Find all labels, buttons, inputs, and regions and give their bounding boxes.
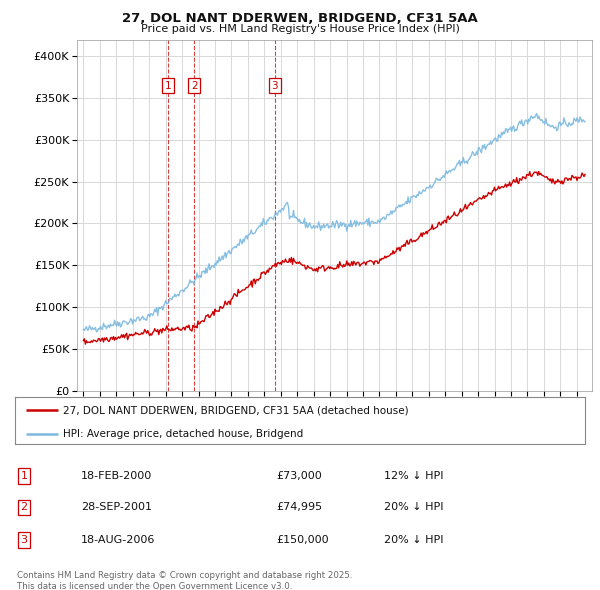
Text: £150,000: £150,000 — [276, 535, 329, 545]
Text: 18-AUG-2006: 18-AUG-2006 — [81, 535, 155, 545]
Text: 20% ↓ HPI: 20% ↓ HPI — [384, 503, 443, 512]
Text: 3: 3 — [271, 80, 278, 90]
Text: 1: 1 — [20, 471, 28, 481]
Text: Price paid vs. HM Land Registry's House Price Index (HPI): Price paid vs. HM Land Registry's House … — [140, 24, 460, 34]
Text: 20% ↓ HPI: 20% ↓ HPI — [384, 535, 443, 545]
Text: 1: 1 — [164, 80, 171, 90]
Text: 18-FEB-2000: 18-FEB-2000 — [81, 471, 152, 481]
Text: Contains HM Land Registry data © Crown copyright and database right 2025.: Contains HM Land Registry data © Crown c… — [17, 571, 352, 580]
Text: 12% ↓ HPI: 12% ↓ HPI — [384, 471, 443, 481]
Text: HPI: Average price, detached house, Bridgend: HPI: Average price, detached house, Brid… — [64, 429, 304, 439]
Text: 2: 2 — [20, 503, 28, 512]
Text: 28-SEP-2001: 28-SEP-2001 — [81, 503, 152, 512]
Text: £74,995: £74,995 — [276, 503, 322, 512]
Text: 27, DOL NANT DDERWEN, BRIDGEND, CF31 5AA (detached house): 27, DOL NANT DDERWEN, BRIDGEND, CF31 5AA… — [64, 405, 409, 415]
Text: 3: 3 — [20, 535, 28, 545]
Text: £73,000: £73,000 — [276, 471, 322, 481]
Text: 27, DOL NANT DDERWEN, BRIDGEND, CF31 5AA: 27, DOL NANT DDERWEN, BRIDGEND, CF31 5AA — [122, 12, 478, 25]
Text: This data is licensed under the Open Government Licence v3.0.: This data is licensed under the Open Gov… — [17, 582, 292, 590]
Text: 2: 2 — [191, 80, 198, 90]
